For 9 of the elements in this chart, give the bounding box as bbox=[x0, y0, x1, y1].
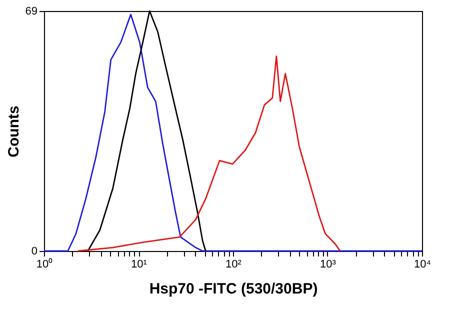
y-tick-label: 0 bbox=[31, 246, 38, 258]
x-tick-label: 10¹ bbox=[131, 258, 148, 270]
y-tick-label: 69 bbox=[25, 6, 38, 18]
x-tick-label: 10⁴ bbox=[414, 258, 432, 270]
x-tick-label: 10² bbox=[226, 258, 242, 270]
x-tick-label: 10⁰ bbox=[36, 258, 53, 270]
y-axis-title: Counts bbox=[5, 106, 22, 158]
x-axis-title: Hsp70 -FITC (530/30BP) bbox=[149, 280, 318, 298]
x-tick-label: 10³ bbox=[320, 258, 336, 270]
